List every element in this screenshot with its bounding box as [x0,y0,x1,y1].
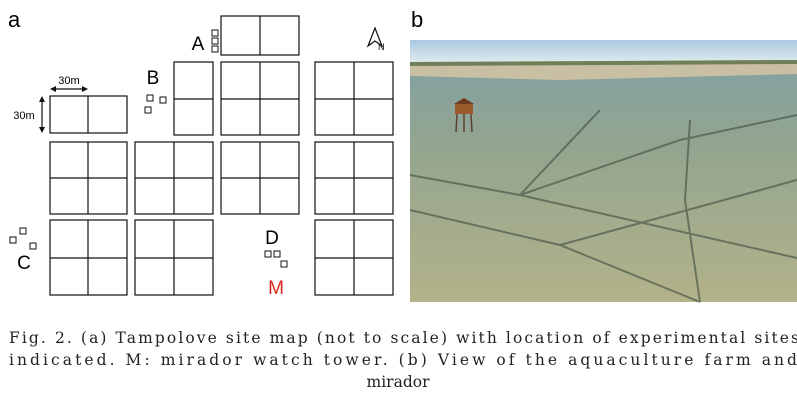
panel-a: a 30m 30m N A B [8,7,393,299]
tower [454,98,474,132]
site-markers [145,95,166,113]
scale [39,86,88,133]
pens [50,16,393,295]
caption-line: Fig. 2. (a) Tampolove site map (not to s… [9,329,797,347]
site-markers [212,30,218,52]
north-label: N [378,42,385,52]
site-label: A [192,34,205,55]
site-markers [10,228,36,249]
site-markers [265,251,287,267]
caption: Fig. 2. (a) Tampolove site map (not to s… [9,329,797,391]
panel-b: b [410,7,797,302]
caption-line: mirador [367,373,431,391]
photo [410,40,797,302]
site-label: D [265,228,279,249]
site-label: B [147,68,160,89]
scale-label: 30m [13,110,34,122]
tower-label: M [268,278,284,299]
scale-label: 30m [58,75,79,87]
site-label: C [17,253,31,274]
panel-label: b [411,7,423,32]
caption-line: indicated. M: mirador watch tower. (b) V… [9,351,797,369]
figure: a 30m 30m N A B [0,0,797,401]
panel-label: a [8,7,21,32]
